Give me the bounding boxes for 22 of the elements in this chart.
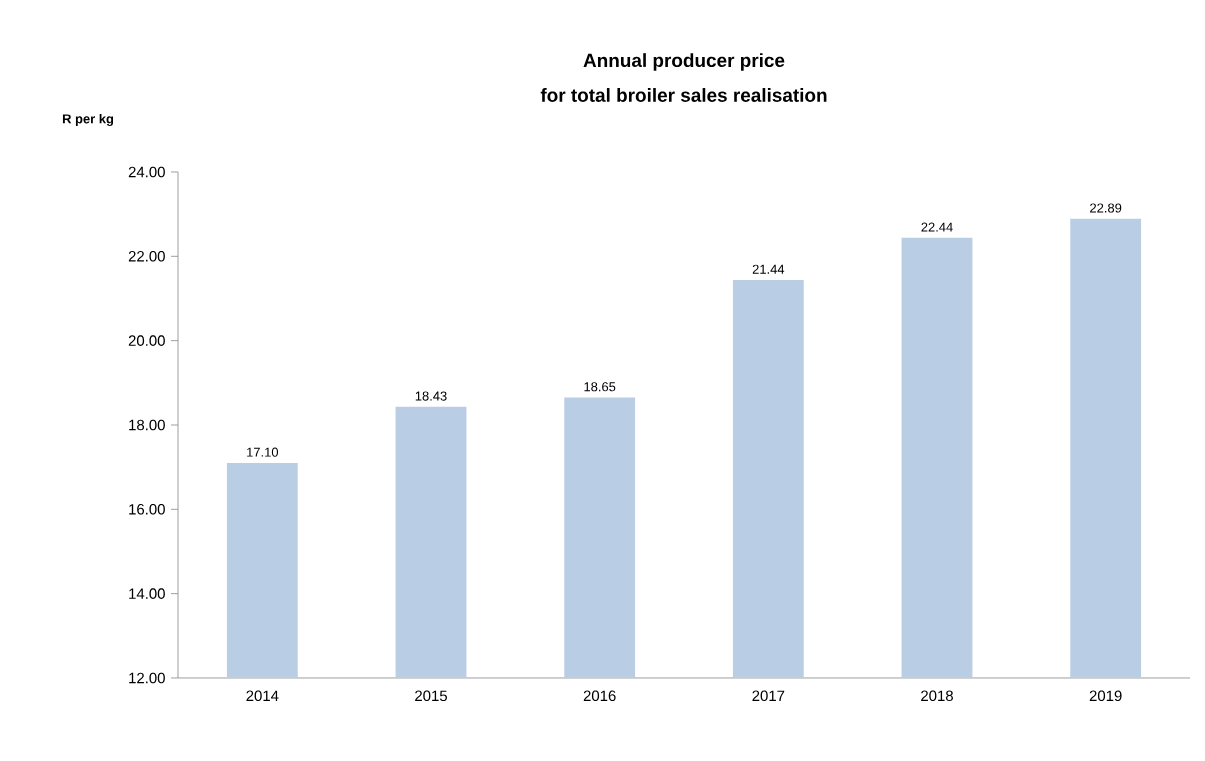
data-label: 18.43	[415, 391, 447, 401]
y-tick-label: 18.00	[129, 419, 165, 431]
y-tick-label: 20.00	[128, 335, 165, 346]
y-tick-label: 14.00	[129, 588, 165, 599]
data-label: 22.44	[921, 222, 953, 232]
x-tick-label: 2019	[1089, 690, 1122, 702]
y-axis-title: R per kg	[62, 113, 114, 127]
y-tick-label: 22.00	[128, 251, 165, 262]
chart-title: Annual producer price	[583, 53, 785, 71]
data-label: 18.65	[584, 382, 616, 392]
chart-subtitle: for total broiler sales realisation	[540, 88, 827, 102]
y-tick-label: 24.00	[128, 166, 165, 178]
x-tick-label: 2016	[583, 690, 616, 702]
x-tick-label: 2017	[752, 690, 785, 702]
x-tick-label: 2018	[921, 690, 953, 702]
x-tick-label: 2015	[415, 690, 447, 702]
data-label: 17.10	[247, 447, 279, 457]
y-tick-label: 12.00	[129, 672, 165, 684]
y-tick-label: 16.00	[129, 504, 165, 515]
data-label: 21.44	[752, 264, 785, 274]
data-label: 22.89	[1090, 203, 1122, 213]
x-tick-label: 2014	[246, 690, 279, 702]
